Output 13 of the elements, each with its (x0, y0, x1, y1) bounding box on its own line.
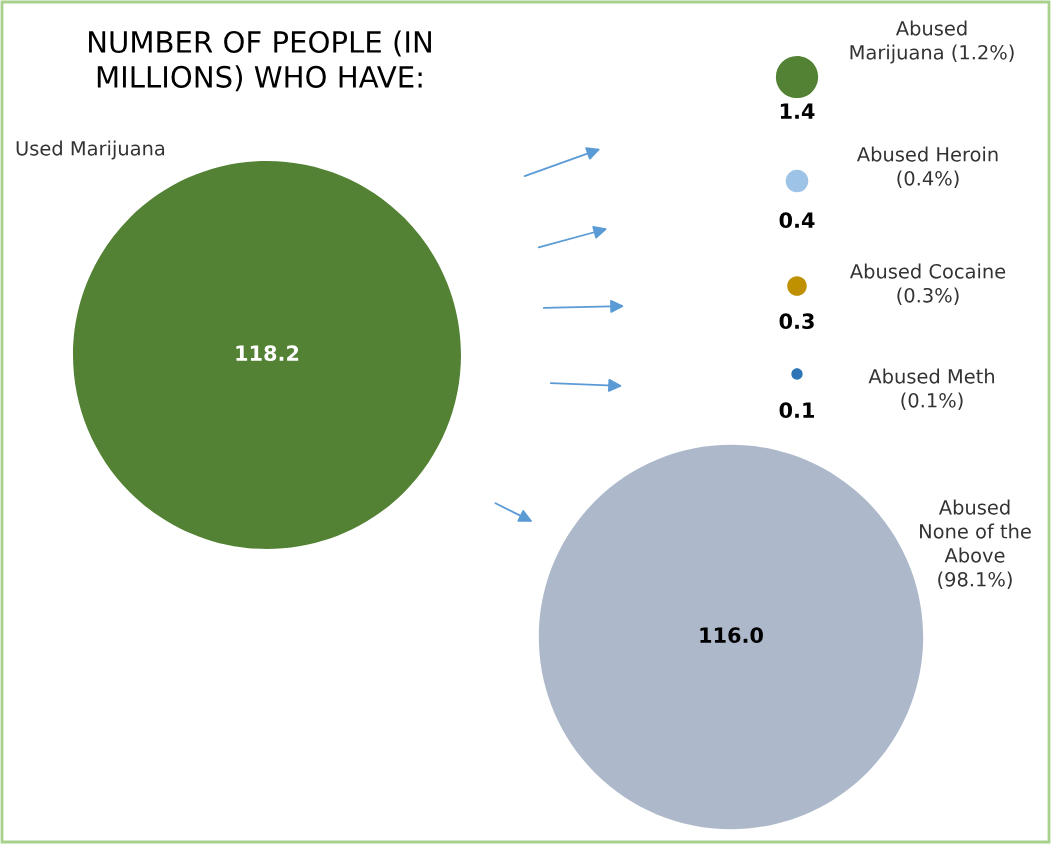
category-label: Used Marijuana (16, 140, 165, 160)
data-label: 1.4 (780, 103, 815, 119)
data-label: 0.3 (779, 313, 814, 330)
category-label: Abused Heroin (0.4%) (856, 146, 998, 188)
data-label: 116.0 (700, 627, 763, 644)
category-label: Abused Cocaine (0.3%) (849, 263, 1006, 305)
data-label: 0.1 (779, 402, 815, 419)
data-label: 0.4 (779, 212, 815, 229)
data-label: 118.2 (236, 345, 299, 362)
text: NUMBER OF PEOPLE (IN MILLIONS) WHO HAVE: (89, 30, 431, 92)
category-label: Abused Marijuana (1.2%) (850, 20, 1014, 64)
category-label: Abused None of the Above (98.1%) (920, 499, 1031, 589)
category-label: Abused Meth (0.1%) (868, 368, 994, 410)
